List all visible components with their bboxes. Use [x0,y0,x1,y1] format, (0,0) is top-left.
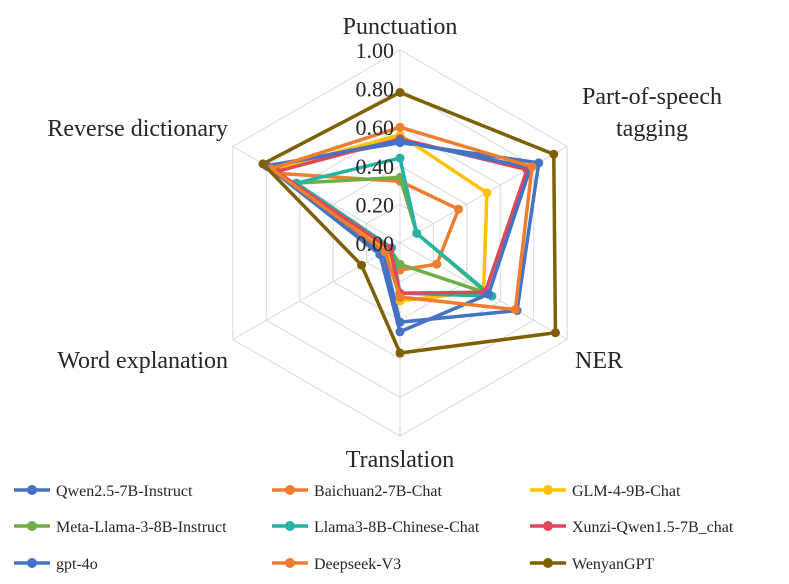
axis-label-reverse-dictionary: Reverse dictionary [47,116,228,142]
legend-swatch-marker [27,521,37,531]
tick-label: 0.00 [356,231,395,256]
series-WenyanGPT [258,87,560,358]
legend-item: Llama3-8B-Chinese-Chat [272,519,480,536]
data-point [412,228,422,238]
tick-labels: 0.00 0.20 0.40 0.60 0.80 1.00 [356,38,395,256]
axis-label-translation: Translation [346,447,454,473]
data-point [549,149,559,159]
axis-labels: Punctuation Part-of-speech tagging NER T… [47,14,722,473]
legend-label: Baichuan2-7B-Chat [314,483,443,500]
legend-swatch-marker [543,521,553,531]
axis-label-word-explanation: Word explanation [57,348,228,374]
data-point [510,305,520,315]
tick-label: 0.20 [356,192,395,217]
data-point [432,259,442,269]
legend-label: Xunzi-Qwen1.5-7B_chat [572,519,734,536]
axis-label-pos-tagging-line1: Part-of-speech [582,84,722,110]
legend-label: GLM-4-9B-Chat [572,483,681,500]
legend-label: Qwen2.5-7B-Instruct [56,483,193,500]
tick-label: 0.60 [356,115,395,140]
data-point [550,328,560,338]
data-point [395,136,405,146]
data-point [395,327,405,337]
legend-swatch-marker [27,485,37,495]
legend-swatch-marker [27,558,37,568]
legend-label: gpt-4o [56,556,98,573]
data-point [395,292,405,302]
radar-grid [232,49,568,437]
legend-label: Llama3-8B-Chinese-Chat [314,519,480,536]
legend-item: Baichuan2-7B-Chat [272,483,443,500]
data-point [380,247,390,257]
legend-item: Meta-Llama-3-8B-Instruct [14,519,227,536]
data-point [395,122,405,132]
legend-item: GLM-4-9B-Chat [530,483,681,500]
tick-label: 0.40 [356,154,395,179]
data-point [395,259,405,269]
data-point [357,260,367,270]
data-point [395,153,405,163]
data-point [395,348,405,358]
legend-item: Qwen2.5-7B-Instruct [14,483,193,500]
data-point [534,158,544,168]
legend-label: WenyanGPT [572,556,654,573]
tick-label: 1.00 [356,38,395,63]
data-point [395,87,405,97]
series-Deepseek-V3 [266,122,537,315]
legend-swatch-marker [543,558,553,568]
grid-spoke [232,242,401,340]
series-group [258,87,560,358]
legend-swatch-marker [285,485,295,495]
legend-item: Xunzi-Qwen1.5-7B_chat [530,519,734,536]
legend: Qwen2.5-7B-Instruct Baichuan2-7B-Chat GLM-… [14,483,734,573]
legend-item: gpt-4o [14,556,98,573]
axis-label-punctuation: Punctuation [343,14,458,40]
legend-swatch-marker [285,558,295,568]
tick-label: 0.80 [356,77,395,102]
axis-label-pos-tagging-line2: tagging [616,116,688,142]
legend-swatch-marker [285,521,295,531]
legend-swatch-marker [543,485,553,495]
legend-item: WenyanGPT [530,556,654,573]
data-point [258,159,268,169]
data-point [454,204,464,214]
axis-label-ner: NER [575,348,623,374]
data-point [527,162,537,172]
data-point [484,289,494,299]
legend-label: Meta-Llama-3-8B-Instruct [56,519,227,536]
legend-label: Deepseek-V3 [314,556,401,573]
legend-item: Deepseek-V3 [272,556,401,573]
data-point [482,188,492,198]
